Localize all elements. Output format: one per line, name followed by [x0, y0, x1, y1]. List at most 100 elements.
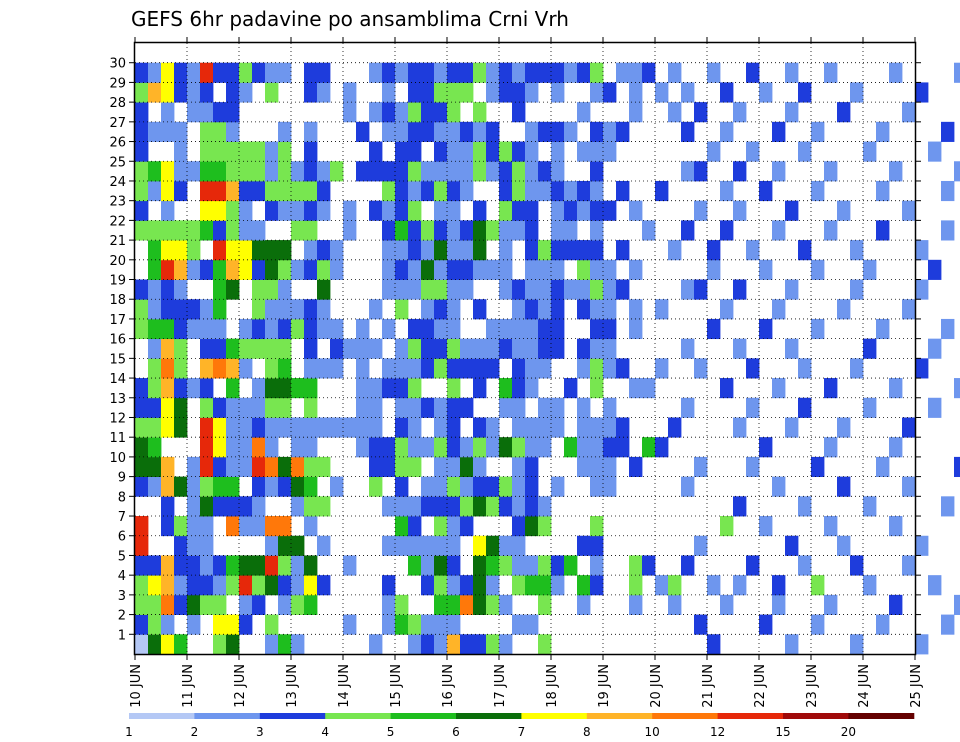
heatmap-cell [460, 62, 474, 83]
heatmap-cell [473, 476, 487, 497]
colorbar-swatch [456, 713, 522, 719]
heatmap-cell [512, 180, 526, 202]
heatmap-cell [603, 141, 617, 162]
heatmap-cell [798, 240, 812, 261]
heatmap-cell [538, 516, 552, 537]
y-tick-label: 17 [109, 313, 126, 328]
heatmap-cell [213, 259, 227, 280]
heatmap-cell [447, 594, 461, 615]
heatmap-cell [174, 220, 188, 241]
heatmap-cell [655, 575, 669, 596]
heatmap-cell [317, 259, 331, 280]
heatmap-cell [408, 82, 422, 103]
x-tick-label: 23 JUN [805, 664, 820, 708]
heatmap-cell [486, 535, 500, 556]
heatmap-cell [265, 161, 279, 182]
heatmap-cell [135, 318, 149, 340]
heatmap-cell [278, 575, 292, 596]
heatmap-cell [395, 516, 409, 537]
heatmap-cell [252, 259, 266, 280]
heatmap-cell [928, 141, 942, 162]
heatmap-cell [187, 259, 201, 280]
x-axis: 10 JUN 11 JUN 12 JUN 13 JUN 14 JUN 15 JUN 16 J… [129, 37, 924, 708]
heatmap-cell [525, 614, 539, 635]
heatmap-cell [629, 378, 643, 399]
heatmap-cell [460, 338, 474, 359]
heatmap-cell [486, 555, 500, 576]
y-tick-label: 14 [109, 372, 126, 387]
heatmap-cell [577, 240, 591, 261]
heatmap-cell [746, 397, 760, 418]
heatmap-cell [590, 299, 604, 320]
heatmap-cell [746, 358, 760, 379]
heatmap-cell [395, 456, 409, 478]
heatmap-cell [759, 82, 773, 103]
heatmap-cell [252, 220, 266, 241]
heatmap-cell [603, 456, 617, 478]
heatmap-cell [460, 279, 474, 300]
heatmap-cell [954, 161, 960, 182]
colorbar-label: 6 [452, 725, 460, 739]
heatmap-cell [395, 62, 409, 83]
heatmap-cell [434, 535, 448, 556]
heatmap-cell [148, 161, 162, 182]
heatmap-cell [174, 141, 188, 162]
heatmap-cell [863, 338, 877, 359]
heatmap-cell [252, 279, 266, 300]
heatmap-cell [369, 437, 383, 458]
heatmap-cell [226, 476, 240, 497]
heatmap-cell [460, 121, 474, 142]
heatmap-cell [486, 496, 500, 517]
heatmap-cell [707, 634, 721, 655]
colorbar-swatch [652, 713, 719, 719]
heatmap-cell [707, 240, 721, 261]
heatmap-cell [200, 180, 214, 202]
colorbar-label: 2 [191, 725, 199, 739]
heatmap-cell [499, 496, 513, 517]
heatmap-cell [148, 437, 162, 458]
heatmap-cell [928, 397, 942, 418]
heatmap-cell [447, 200, 461, 221]
heatmap-cell [395, 259, 409, 280]
heatmap-cell [590, 476, 604, 497]
heatmap-cell [395, 141, 409, 162]
heatmap-cell [382, 279, 396, 300]
heatmap-cell [382, 378, 396, 399]
y-tick-label: 22 [109, 214, 126, 229]
heatmap-cell [148, 575, 162, 596]
heatmap-cell [785, 634, 799, 655]
heatmap-cell [356, 397, 370, 418]
heatmap-cell [187, 496, 201, 517]
heatmap-cell [200, 318, 214, 340]
heatmap-cell [668, 417, 682, 438]
heatmap-cell [512, 575, 526, 596]
heatmap-cell [668, 102, 682, 123]
x-tick-label: 14 JUN [337, 664, 352, 708]
heatmap-cell [551, 338, 565, 359]
heatmap-cell [785, 200, 799, 221]
heatmap-cell [187, 299, 201, 320]
heatmap-cell [629, 200, 643, 221]
heatmap-cell [174, 338, 188, 359]
heatmap-cell [681, 82, 695, 103]
heatmap-cell [590, 456, 604, 478]
heatmap-cell [720, 180, 734, 202]
heatmap-cell [525, 437, 539, 458]
heatmap-cell [135, 180, 149, 202]
heatmap-cell [252, 378, 266, 399]
heatmap-cell [408, 397, 422, 418]
heatmap-cell [512, 397, 526, 418]
heatmap-cell [538, 161, 552, 182]
heatmap-cell [187, 456, 201, 478]
y-tick-label: 13 [109, 392, 126, 407]
colorbar-swatch [783, 713, 849, 719]
heatmap-cell [187, 516, 201, 537]
heatmap-cell [447, 516, 461, 537]
heatmap-cell [876, 614, 890, 635]
heatmap-cell [629, 82, 643, 103]
heatmap-cell [707, 259, 721, 280]
heatmap-cell [161, 200, 175, 221]
heatmap-cell [174, 121, 188, 142]
heatmap-cell [590, 378, 604, 399]
